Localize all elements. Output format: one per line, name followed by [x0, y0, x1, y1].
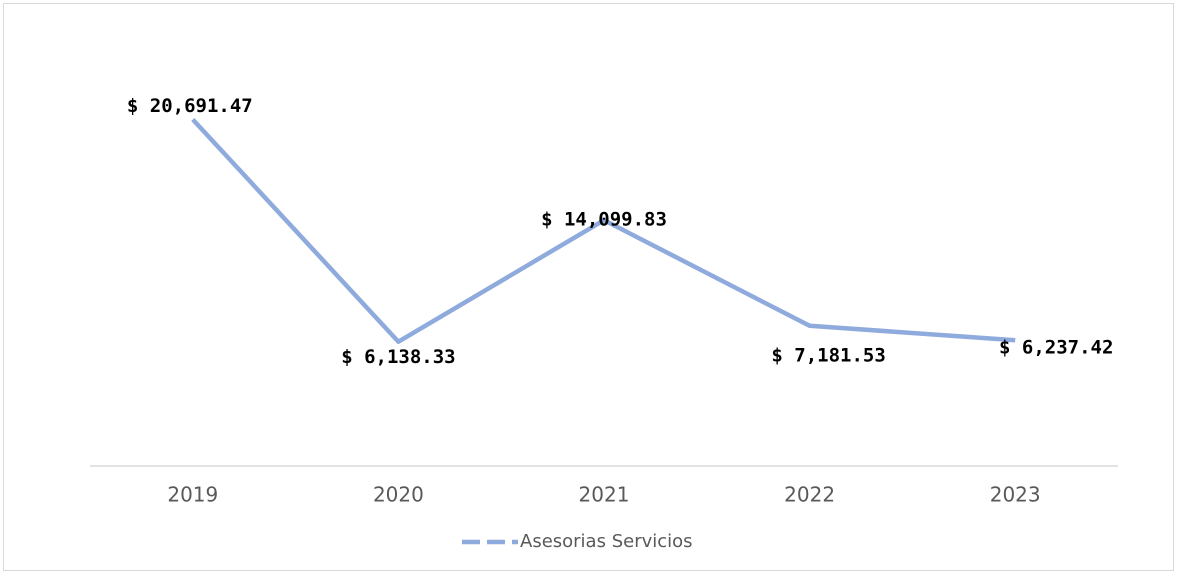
- data-label: $ 20,691.47: [127, 95, 253, 117]
- x-tick-label: 2023: [990, 483, 1041, 507]
- data-label: $ 7,181.53: [771, 344, 885, 366]
- chart-border: [3, 3, 1174, 571]
- x-tick-label: 2020: [373, 483, 424, 507]
- data-label: $ 6,237.42: [999, 337, 1113, 359]
- x-tick-label: 2019: [167, 483, 218, 507]
- series-line: [191, 117, 1016, 344]
- data-label: $ 14,099.83: [541, 209, 667, 231]
- x-tick-label: 2022: [784, 483, 835, 507]
- x-tick-label: 2021: [579, 483, 630, 507]
- legend-label: Asesorias Servicios: [520, 531, 693, 552]
- data-label: $ 6,138.33: [341, 346, 455, 368]
